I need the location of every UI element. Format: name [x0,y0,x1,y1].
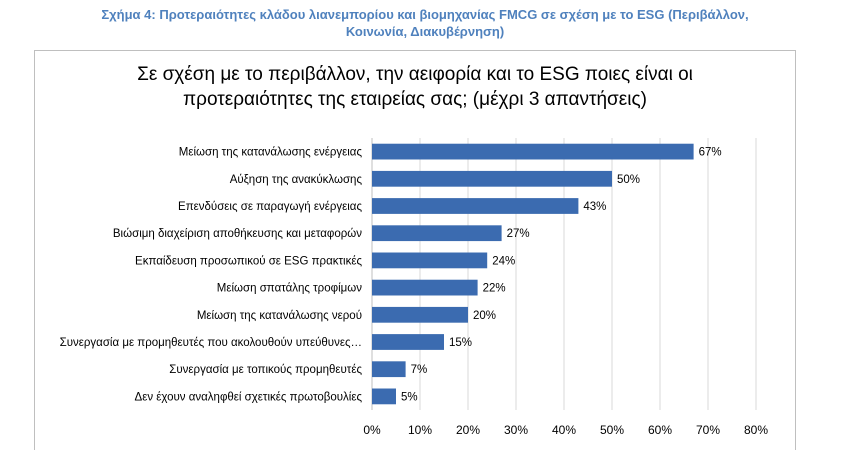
category-label: Μείωση σπατάλης τροφίμων [217,283,362,295]
x-tick-label: 40% [552,423,576,437]
bar [372,170,612,187]
category-label: Εκπαίδευση προσωπικού σε ESG πρακτικές [135,255,362,267]
chart-title-line1: Σε σχέση με το περιβάλλον, την αειφορία … [137,64,693,85]
data-label: 43% [583,201,606,213]
data-label: 24% [492,255,515,267]
category-label: Μείωση της κατανάλωσης ενέργειας [179,147,363,159]
bar [372,306,468,323]
data-label: 50% [617,174,640,186]
x-tick-label: 50% [600,423,624,437]
category-label: Συνεργασία με τοπικούς προμηθευτές [169,364,362,376]
bar [372,334,444,350]
bar [372,225,502,242]
chart-title-line2: προτεραιότητες της εταιρείας σας; (μέχρι… [183,89,647,110]
figure-caption-line2: Κοινωνία, Διακυβέρνηση) [345,24,505,39]
category-label: Επενδύσεις σε παραγωγή ενέργειας [178,201,362,213]
x-tick-label: 30% [504,423,528,437]
bar [372,252,488,269]
category-label: Αύξηση της ανακύκλωσης [230,174,363,186]
data-label: 7% [411,364,428,376]
x-tick-label: 10% [408,423,432,437]
x-tick-label: 60% [648,423,672,437]
data-label: 20% [473,310,496,322]
category-label: Μείωση της κατανάλωσης νερού [197,310,362,322]
x-tick-label: 70% [696,423,720,437]
data-label: 27% [507,228,530,240]
bar [372,143,694,160]
data-label: 5% [401,391,418,403]
chart-title: Σε σχέση με το περιβάλλον, την αειφορία … [34,62,796,112]
bar [372,361,406,378]
bar [372,198,579,214]
chart-frame [34,50,796,450]
category-label: Συνεργασία με προμηθευτές που ακολουθούν… [60,337,362,349]
x-tick-label: 20% [456,423,480,437]
bar [372,388,396,405]
x-tick-label: 80% [744,423,768,437]
data-label: 15% [449,337,472,349]
data-label: 22% [483,283,506,295]
category-label: Βιώσιμη διαχείριση αποθήκευσης και μεταφ… [113,228,362,240]
x-tick-label: 0% [363,423,381,437]
data-label: 67% [699,147,722,159]
bar [372,279,478,296]
category-label: Δεν έχουν αναληφθεί σχετικές πρωτοβουλίε… [135,391,363,403]
figure-caption-line1: Σχήμα 4: Προτεραιότητες κλάδου λιανεμπορ… [101,7,749,22]
figure-caption: Σχήμα 4: Προτεραιότητες κλάδου λιανεμπορ… [0,6,850,40]
